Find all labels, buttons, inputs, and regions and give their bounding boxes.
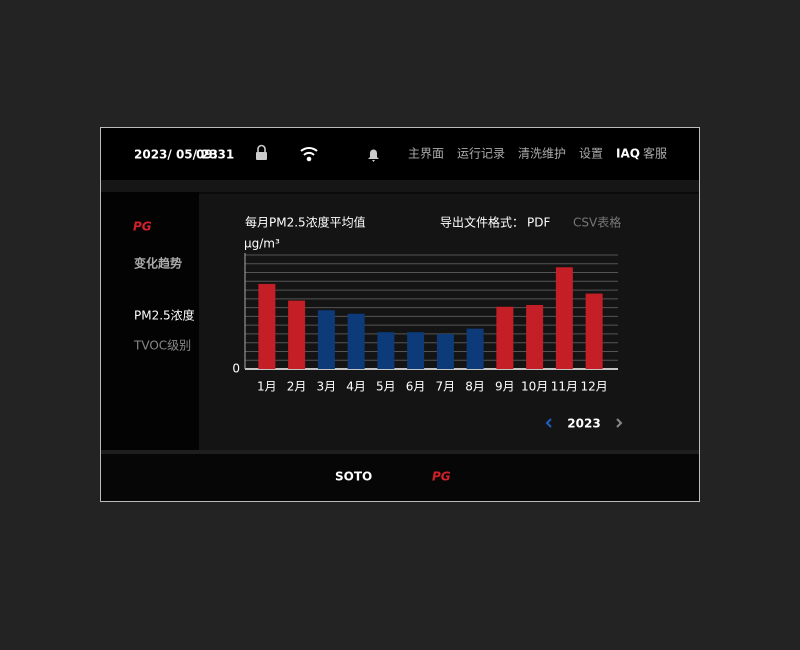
footer xyxy=(101,454,699,501)
prev-button[interactable] xyxy=(545,418,552,428)
x-tick-label: 5月 xyxy=(376,380,396,394)
wifi-icon xyxy=(300,147,318,162)
export-option[interactable]: PDF xyxy=(527,216,550,230)
sidebar-title: 变化趋势 xyxy=(134,256,182,271)
x-tick-label: 4月 xyxy=(346,380,366,394)
next-button[interactable] xyxy=(616,418,623,428)
nav-item[interactable]: IAQ xyxy=(616,147,640,161)
x-tick-label: 8月 xyxy=(465,380,485,394)
divider xyxy=(101,180,699,192)
x-tick-label: 6月 xyxy=(406,380,426,394)
sidebar xyxy=(101,192,199,450)
logo: PG xyxy=(133,220,152,234)
x-tick-label: 9月 xyxy=(495,380,515,394)
x-tick-label: 1月 xyxy=(257,380,277,394)
export-option[interactable]: CSV表格 xyxy=(573,215,621,230)
bar xyxy=(407,332,425,369)
x-tick-label: 7月 xyxy=(436,380,456,394)
brand-logo: PG xyxy=(432,470,451,484)
bar xyxy=(585,293,603,369)
bell-icon xyxy=(368,149,379,162)
x-tick-label: 12月 xyxy=(580,380,607,394)
bar xyxy=(496,306,514,369)
brand: SOTO xyxy=(335,470,372,484)
divider xyxy=(101,450,699,454)
content xyxy=(199,194,699,450)
chart-title: 每月PM2.5浓度平均值 xyxy=(245,215,366,230)
x-tick-label: 3月 xyxy=(317,380,337,394)
nav-item[interactable]: 运行记录 xyxy=(457,147,505,161)
nav-item[interactable]: 设置 xyxy=(579,147,603,161)
export-label: 导出文件格式： xyxy=(440,215,524,230)
y-axis-label: μg/m³ xyxy=(244,237,280,251)
time: 09:31 xyxy=(196,148,234,162)
bar xyxy=(436,333,454,369)
x-tick-label: 2月 xyxy=(287,380,307,394)
menu-item[interactable]: PM2.5浓度 xyxy=(134,308,195,323)
bar xyxy=(377,332,395,369)
bar xyxy=(555,267,573,369)
bar xyxy=(466,328,484,369)
x-tick-label: 11月 xyxy=(551,380,578,394)
y-tick-label: 0 xyxy=(232,362,240,376)
year: 2023 xyxy=(567,417,600,431)
nav-item[interactable]: 主界面 xyxy=(408,147,444,161)
date: 2023/ 05/ 23 xyxy=(134,148,218,162)
bar xyxy=(258,283,276,369)
nav-item[interactable]: 客服 xyxy=(643,146,667,161)
menu-item[interactable]: TVOC级别 xyxy=(133,339,191,353)
bar xyxy=(288,300,306,369)
x-tick-label: 10月 xyxy=(521,380,548,394)
bar xyxy=(317,310,335,369)
nav-item[interactable]: 清洗维护 xyxy=(518,147,566,161)
top-bar xyxy=(101,128,699,180)
bar xyxy=(526,304,544,369)
lock-icon xyxy=(256,144,267,160)
bar xyxy=(347,313,365,369)
